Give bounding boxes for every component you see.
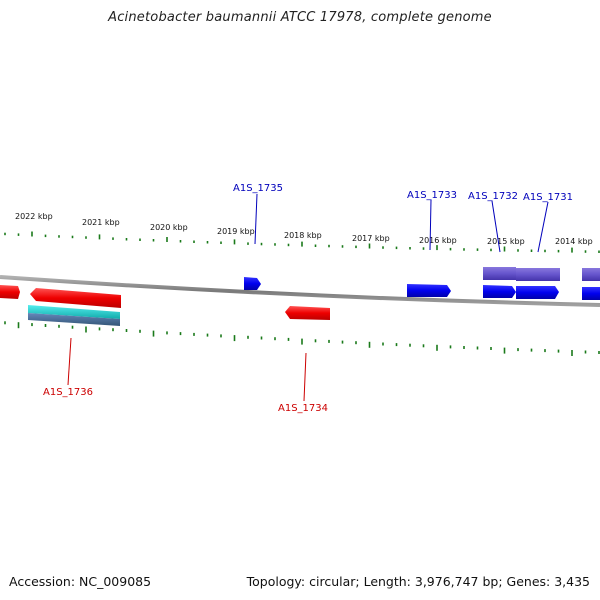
cds-right-edge[interactable] [582, 268, 600, 281]
leader-a1s-1732 [491, 200, 501, 253]
gene-reverse-left-edge[interactable] [0, 285, 20, 299]
leader-a1s-1735 [254, 193, 258, 245]
label-a1s-1731: A1S_1731 [523, 192, 573, 203]
ruler-label-2020: 2020 kbp [150, 223, 188, 232]
cds-a1s-1731[interactable] [516, 268, 560, 281]
label-a1s-1735: A1S_1735 [233, 183, 283, 194]
feature-steel[interactable] [28, 313, 120, 326]
leader-a1s-1731 [537, 201, 549, 253]
feature-rna-cyan[interactable] [28, 305, 120, 319]
label-a1s-1733: A1S_1733 [407, 190, 457, 201]
ruler-label-2021: 2021 kbp [82, 218, 120, 227]
gene-a1s-1731[interactable] [516, 286, 559, 299]
gene-forward-right-edge[interactable] [582, 287, 600, 300]
gene-a1s-1736[interactable] [30, 288, 121, 308]
ruler-label-2016: 2016 kbp [419, 236, 457, 245]
ruler-label-2018: 2018 kbp [284, 231, 322, 240]
leader-a1s-1733 [429, 199, 432, 251]
ruler-label-2015: 2015 kbp [487, 237, 525, 246]
gene-a1s-1732[interactable] [483, 285, 516, 298]
ruler-label-2014: 2014 kbp [555, 237, 593, 246]
leader-a1s-1736 [67, 337, 72, 386]
gene-a1s-1735[interactable] [244, 277, 261, 290]
ruler-ticks-inner [4, 321, 600, 356]
label-a1s-1734: A1S_1734 [278, 403, 328, 414]
ruler-labels: 2022 kbp 2021 kbp 2020 kbp 2019 kbp 2018… [15, 212, 593, 246]
genome-summary-text: Topology: circular; Length: 3,976,747 bp… [246, 574, 590, 589]
ruler-ticks-outer [4, 231, 600, 253]
ruler-label-2022: 2022 kbp [15, 212, 53, 221]
leader-a1s-1734 [303, 352, 307, 402]
ruler-label-2017: 2017 kbp [352, 234, 390, 243]
genome-backbone [0, 275, 600, 307]
cds-a1s-1732[interactable] [483, 267, 516, 280]
gene-a1s-1733[interactable] [407, 284, 451, 297]
label-a1s-1736: A1S_1736 [43, 387, 93, 398]
map-title: Acinetobacter baumannii ATCC 17978, comp… [108, 10, 492, 25]
ruler-label-2019: 2019 kbp [217, 227, 255, 236]
label-a1s-1732: A1S_1732 [468, 191, 518, 202]
accession-text: Accession: NC_009085 [9, 574, 152, 589]
gene-a1s-1734[interactable] [285, 306, 330, 320]
